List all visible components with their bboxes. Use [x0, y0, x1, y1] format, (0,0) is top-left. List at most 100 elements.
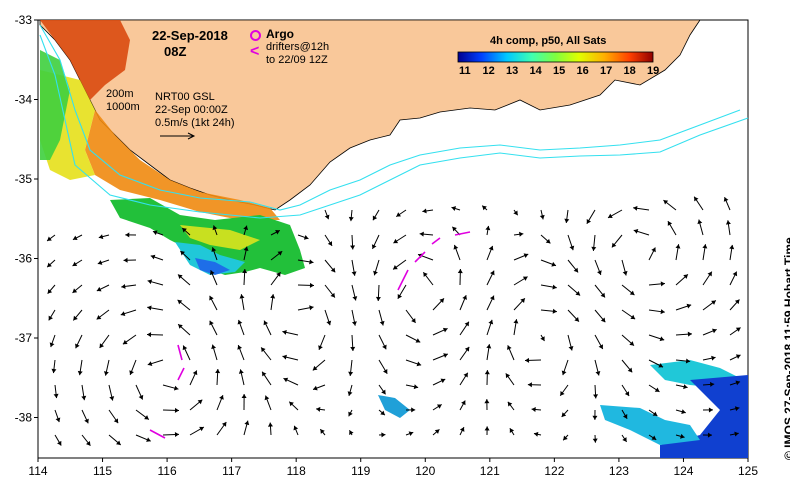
current-vector-head [283, 377, 289, 383]
current-vector-head [419, 231, 424, 237]
product-time-label: 22-Sep 00:00Z [155, 104, 228, 116]
current-vector-head [457, 269, 463, 274]
argo-label: Argo [266, 27, 294, 41]
current-vector-head [436, 404, 442, 409]
current-vector-head [150, 254, 156, 260]
current-vector-head [513, 319, 519, 324]
current-vector-head [270, 294, 276, 299]
current-vector-head [461, 400, 466, 406]
current-vector-head [309, 305, 314, 311]
current-vector-head [289, 401, 294, 407]
current-vector-head [563, 435, 568, 441]
current-vector-head [211, 344, 217, 350]
current-vector-head [177, 299, 183, 305]
current-vector-head [277, 251, 283, 256]
current-vector-head [658, 363, 664, 368]
current-vector-head [694, 196, 699, 202]
current-vector-head [423, 272, 428, 277]
current-vector-head [237, 345, 243, 350]
scale-arrow-icon [160, 132, 196, 140]
y-tick-label: -33 [15, 13, 33, 27]
current-vector-head [178, 324, 183, 329]
current-vector-head [347, 391, 353, 396]
current-vector-head [318, 345, 323, 350]
current-vector-head [734, 406, 740, 412]
current-vector-head [96, 314, 102, 320]
current-vector-head [282, 354, 287, 360]
current-vector-head [212, 225, 218, 231]
current-vector-head [660, 309, 665, 315]
drifters-label-2: to 22/09 12Z [266, 54, 328, 66]
current-vector-head [312, 365, 318, 371]
current-vector-head [442, 327, 448, 333]
current-vector-head [522, 276, 528, 281]
colorbar-gradient [457, 51, 654, 63]
contour-200-label: 200m [106, 88, 134, 100]
current-vector-head [330, 292, 335, 298]
current-vector-head [622, 437, 627, 442]
x-tick-label: 124 [673, 464, 693, 478]
current-vector-head [72, 288, 78, 293]
current-vector-head [85, 441, 91, 446]
current-vector-head [275, 230, 280, 235]
current-vector-head [411, 318, 416, 323]
current-vector-head [264, 395, 270, 401]
current-vector-head [652, 411, 658, 416]
current-vector-head [120, 311, 126, 317]
current-vector-head [485, 225, 491, 231]
current-vector-head [523, 253, 529, 258]
y-tick-label: -37 [15, 331, 33, 345]
current-vector-head [351, 321, 357, 326]
current-vector-head [215, 369, 221, 374]
current-vector-head [729, 244, 735, 250]
sst-yellow-patch [180, 225, 260, 250]
current-vector-head [379, 320, 385, 326]
drifter-marker-icon: < [250, 43, 260, 60]
argo-marker-icon [250, 30, 261, 41]
current-vector-head [147, 332, 152, 338]
current-vector-head [121, 283, 126, 289]
current-vector-head [434, 429, 440, 434]
current-vector-head [47, 236, 52, 241]
current-vector-head [709, 381, 715, 387]
current-vector-head [326, 320, 332, 326]
sst-mid-patch [378, 395, 410, 418]
x-tick-label: 116 [158, 464, 177, 478]
y-tick-label: -34 [15, 93, 33, 107]
current-vector-head [122, 339, 128, 345]
current-vector-head [408, 431, 414, 437]
current-vector-head [482, 205, 487, 211]
y-tick-label: -36 [15, 252, 33, 266]
current-vector-head [174, 407, 179, 413]
current-vector-head [484, 370, 490, 375]
colorbar-tick-label: 12 [482, 65, 495, 77]
current-vector-head [146, 437, 151, 442]
colorbar-tick-label: 14 [529, 65, 542, 77]
current-vector-head [702, 244, 708, 249]
current-vector-head [484, 426, 490, 431]
current-vector-head [464, 321, 469, 327]
current-vector-head [608, 213, 613, 219]
current-vector-head [687, 331, 692, 337]
colorbar-tick-label: 13 [506, 65, 519, 77]
current-vector-head [241, 394, 247, 399]
sst-se-blue-patch [660, 375, 748, 458]
current-vector-head [316, 406, 321, 412]
current-vector-head [309, 259, 314, 265]
current-vector-head [552, 284, 557, 290]
sst-orange-region [85, 110, 280, 220]
current-vector-head [488, 319, 494, 325]
current-vector-head [573, 267, 579, 273]
current-vector-head [593, 394, 599, 399]
current-vector-head [97, 260, 103, 265]
current-vector-head [221, 421, 227, 427]
x-tick-label: 123 [609, 464, 629, 478]
current-vector-head [440, 378, 446, 384]
sst-green-region [40, 50, 70, 160]
bathymetry-contours [39, 24, 749, 219]
current-vector-head [396, 212, 401, 217]
current-vector-head [453, 244, 459, 250]
current-vector-head [129, 370, 134, 375]
drifter-track [177, 344, 183, 361]
current-vector-head [173, 385, 179, 391]
